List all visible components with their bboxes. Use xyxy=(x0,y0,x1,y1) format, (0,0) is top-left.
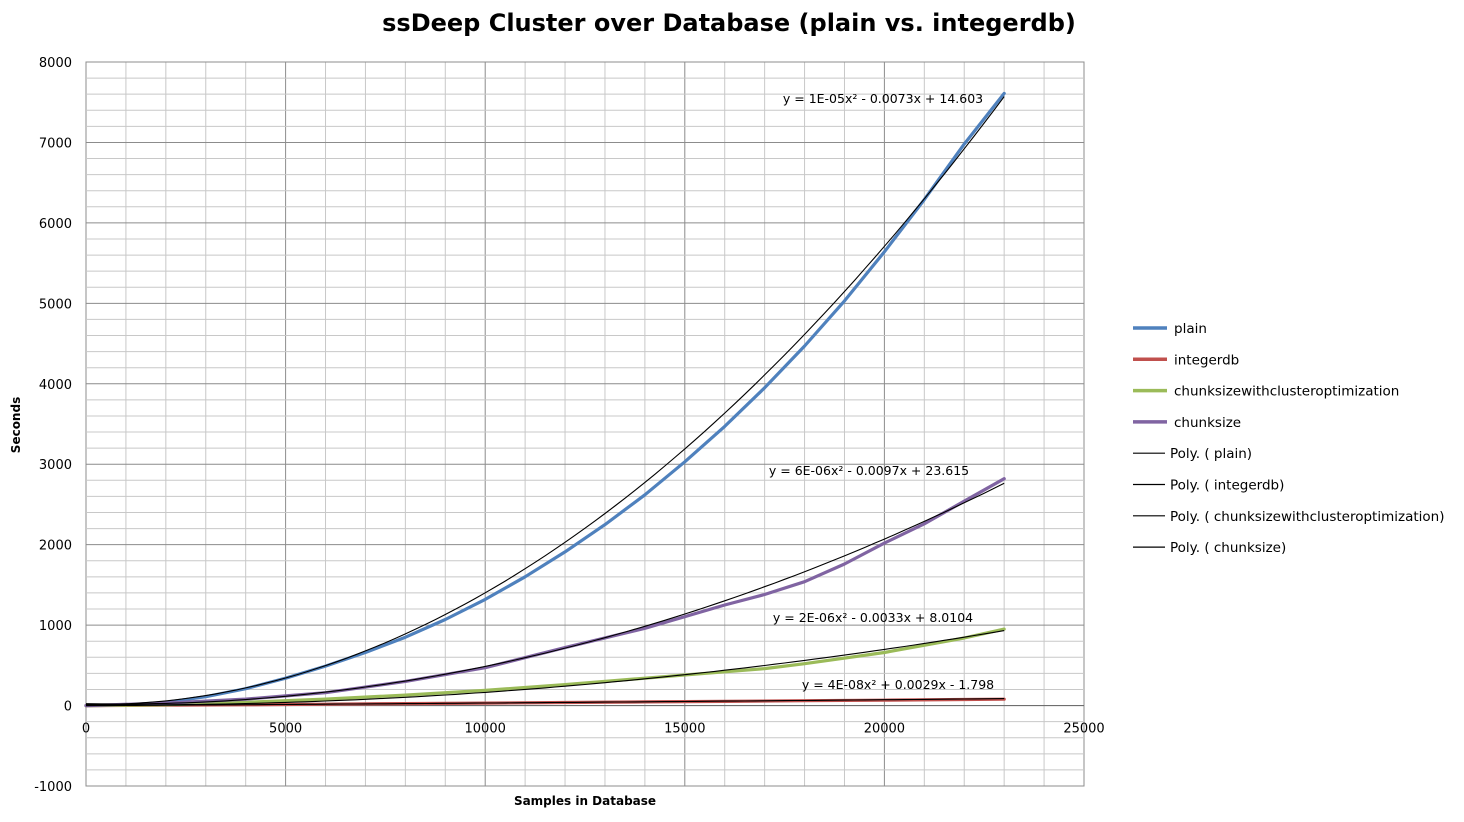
legend: plain integerdb chunksizewithclusteroptimi… xyxy=(1133,321,1444,556)
trendline-1 xyxy=(85,698,1005,707)
x-tick-label: 0 xyxy=(82,722,90,737)
y-axis-title: Seconds xyxy=(9,397,23,453)
legend-label: integerdb xyxy=(1174,352,1239,368)
series-line-chunksizewithclusteroptimization xyxy=(84,627,1006,708)
y-tick-label: 8000 xyxy=(39,56,72,71)
legend-label: Poly. ( chunksizewithclusteroptimization… xyxy=(1170,509,1444,525)
trendline-equation: y = 2E-06x² - 0.0033x + 8.0104 xyxy=(773,610,973,625)
x-tick-label: 10000 xyxy=(465,722,506,737)
series-line-plain xyxy=(84,91,1006,708)
x-tick-label: 20000 xyxy=(864,722,905,737)
trendline-equation: y = 1E-05x² - 0.0073x + 14.603 xyxy=(783,91,983,106)
plot-grid xyxy=(85,61,1085,787)
plot-area xyxy=(85,61,1085,787)
chart-title: ssDeep Cluster over Database (plain vs. … xyxy=(382,9,1076,37)
x-tick-label: 15000 xyxy=(664,722,705,737)
y-tick-label: 3000 xyxy=(39,458,72,473)
axis-ticks: -1000 0 1000 2000 3000 4000 5000 6000 7000 8000 0 5… xyxy=(34,56,1104,795)
legend-label: Poly. ( plain) xyxy=(1170,446,1252,462)
trendline-3 xyxy=(85,482,1005,705)
y-tick-label: 2000 xyxy=(39,539,72,554)
y-tick-label: 6000 xyxy=(39,217,72,232)
y-tick-label: 7000 xyxy=(39,136,72,151)
legend-label: plain xyxy=(1174,321,1207,337)
y-tick-label: 4000 xyxy=(39,378,72,393)
x-axis-title: Samples in Database xyxy=(514,794,656,808)
y-tick-label: -1000 xyxy=(34,780,72,795)
trendlines xyxy=(85,96,1005,707)
trendline-equation: y = 4E-08x² + 0.0029x - 1.798 xyxy=(802,677,994,692)
trendline-0 xyxy=(85,96,1005,706)
legend-label: Poly. ( chunksize) xyxy=(1170,540,1286,556)
y-tick-label: 1000 xyxy=(39,619,72,634)
trendline-equations: y = 1E-05x² - 0.0073x + 14.603 y = 4E-08x… xyxy=(769,91,994,692)
legend-label: chunksizewithclusteroptimization xyxy=(1174,384,1399,400)
legend-label: chunksize xyxy=(1174,415,1241,431)
y-tick-label: 0 xyxy=(64,700,72,715)
legend-label: Poly. ( integerdb) xyxy=(1170,478,1284,494)
x-tick-label: 25000 xyxy=(1063,722,1104,737)
trendline-2 xyxy=(85,630,1005,706)
trendline-equation: y = 6E-06x² - 0.0097x + 23.615 xyxy=(769,463,969,478)
y-tick-label: 5000 xyxy=(39,297,72,312)
x-tick-label: 5000 xyxy=(269,722,302,737)
